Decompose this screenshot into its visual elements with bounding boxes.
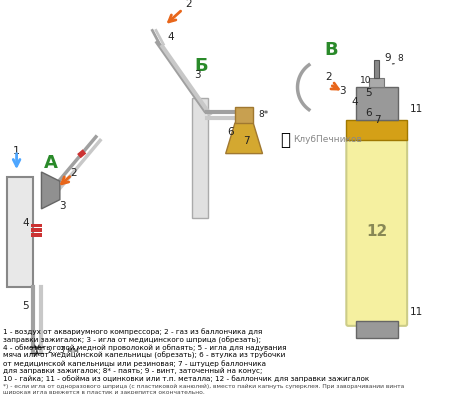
Bar bbox=[356, 321, 398, 338]
Bar bbox=[191, 98, 208, 218]
Text: 6: 6 bbox=[228, 127, 234, 137]
Text: мяча или от медицинской капельницы (обрезать); 6 - втулка из трубочки: мяча или от медицинской капельницы (обре… bbox=[3, 352, 285, 359]
Text: Б: Б bbox=[194, 57, 208, 75]
Text: заправки зажигалок; 3 - игла от медицинского шприца (обрезать);: заправки зажигалок; 3 - игла от медицинс… bbox=[3, 336, 261, 344]
Text: от медицинской капельницы или резиновая; 7 - штуцер баллончика: от медицинской капельницы или резиновая;… bbox=[3, 360, 266, 367]
Text: А: А bbox=[44, 154, 58, 172]
Text: 8*: 8* bbox=[258, 110, 268, 119]
Text: 1: 1 bbox=[13, 146, 20, 156]
Text: для заправки зажигалок; 8* - паять; 9 - винт, заточенный на конус;: для заправки зажигалок; 8* - паять; 9 - … bbox=[3, 368, 262, 374]
Text: 7: 7 bbox=[374, 115, 381, 125]
Bar bbox=[356, 87, 398, 119]
Bar bbox=[374, 59, 380, 78]
Text: 3: 3 bbox=[339, 86, 346, 96]
Bar bbox=[31, 228, 42, 232]
Bar bbox=[31, 224, 42, 227]
Text: 4: 4 bbox=[351, 97, 357, 107]
Text: *) - если игла от одноразового шприца (с пластиковой канюлей), вместо пайки капн: *) - если игла от одноразового шприца (с… bbox=[3, 384, 404, 390]
FancyBboxPatch shape bbox=[346, 138, 407, 326]
Text: 1 - воздух от аквариумного компрессора; 2 - газ из баллончика для: 1 - воздух от аквариумного компрессора; … bbox=[3, 329, 262, 335]
Text: 8: 8 bbox=[397, 54, 403, 63]
Text: 4: 4 bbox=[167, 32, 173, 42]
Text: 11: 11 bbox=[410, 307, 423, 317]
Text: КлубПечников: КлубПечников bbox=[293, 135, 362, 144]
Text: широкая игла врежется в пластик и закрепится окончательно.: широкая игла врежется в пластик и закреп… bbox=[3, 390, 204, 394]
Text: 7: 7 bbox=[243, 136, 250, 147]
Text: 3: 3 bbox=[194, 70, 201, 80]
Text: 6: 6 bbox=[365, 108, 372, 118]
Text: 12: 12 bbox=[366, 225, 387, 240]
Bar bbox=[235, 107, 253, 123]
Polygon shape bbox=[226, 123, 263, 154]
Text: 🔥: 🔥 bbox=[281, 131, 291, 149]
Text: 4 - обмотать голой медной проволокой и обпаять; 5 - игла для надувания: 4 - обмотать голой медной проволокой и о… bbox=[3, 344, 286, 351]
Text: 3: 3 bbox=[59, 201, 66, 211]
Text: 11: 11 bbox=[410, 104, 423, 114]
Bar bbox=[77, 149, 86, 158]
Text: 9: 9 bbox=[384, 54, 391, 63]
Text: 10: 10 bbox=[360, 76, 372, 85]
Bar bbox=[346, 119, 407, 140]
Text: 5: 5 bbox=[365, 87, 372, 98]
Text: 2: 2 bbox=[185, 0, 192, 9]
Text: 10 - гайка; 11 - обойма из оцинковки или т.п. металла; 12 - баллончик для заправ: 10 - гайка; 11 - обойма из оцинковки или… bbox=[3, 375, 369, 383]
Polygon shape bbox=[41, 172, 60, 209]
Text: 2...3 мм: 2...3 мм bbox=[48, 346, 79, 355]
Text: 4: 4 bbox=[22, 218, 29, 228]
Text: 2: 2 bbox=[325, 72, 332, 82]
Text: В: В bbox=[325, 41, 338, 59]
Bar bbox=[8, 177, 33, 287]
Text: 5: 5 bbox=[22, 301, 29, 310]
Text: 2: 2 bbox=[70, 168, 77, 178]
Bar bbox=[369, 78, 384, 87]
Bar bbox=[31, 233, 42, 236]
